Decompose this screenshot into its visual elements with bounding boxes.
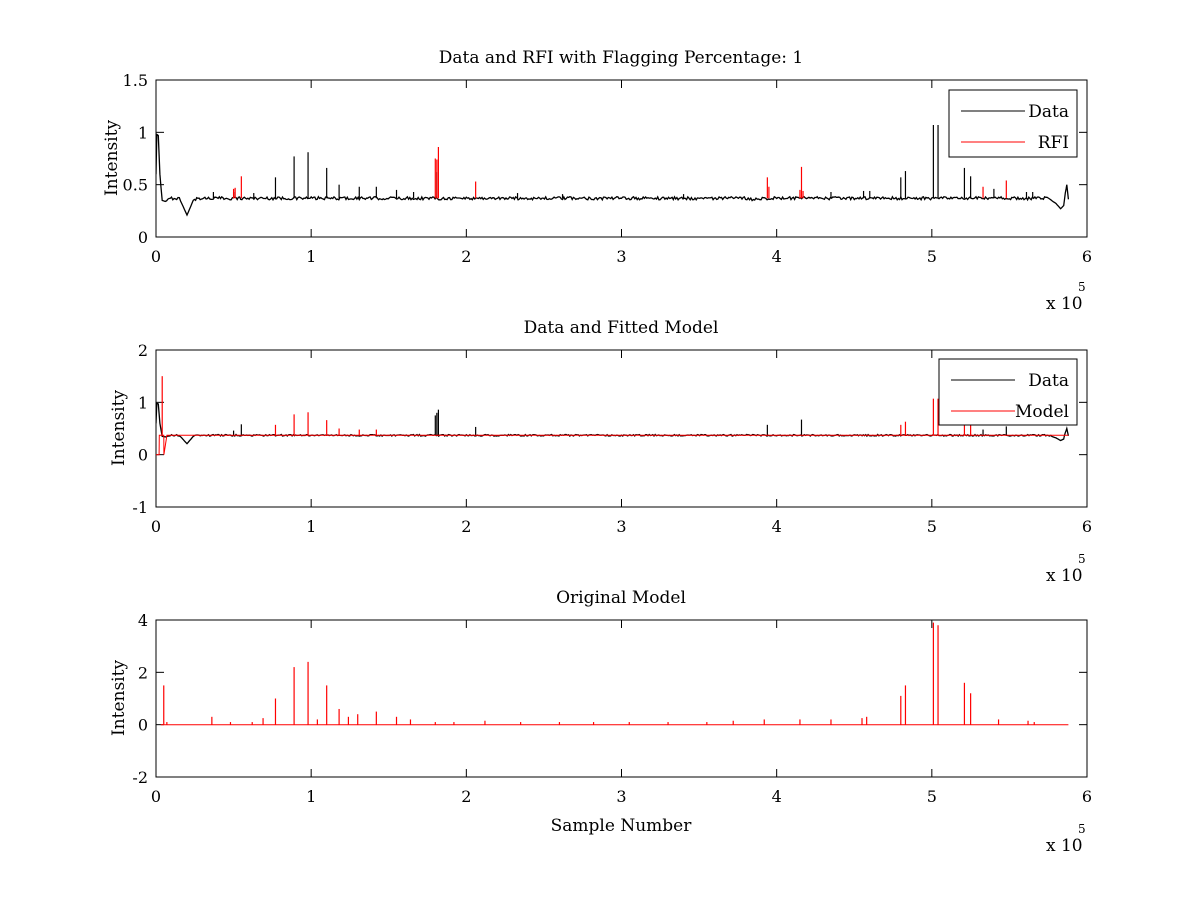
x-tick-label: 2 [461, 517, 471, 536]
subplot-2-ylabel: Intensity [109, 390, 129, 466]
x-tick-label: 1 [306, 787, 316, 806]
x-tick-label: 3 [616, 787, 626, 806]
subplot-3-title: Original Model [556, 588, 686, 608]
subplot-2-x-exponent-power: 5 [1078, 552, 1086, 566]
series-line-data [156, 133, 1070, 217]
x-tick-label: 4 [772, 247, 782, 266]
subplot-1: Data and RFI with Flagging Percentage: 1… [102, 48, 1092, 314]
x-tick-label: 0 [151, 247, 161, 266]
y-tick-label: 2 [138, 341, 148, 360]
x-tick-label: 4 [772, 517, 782, 536]
subplot-1-x-exponent-base: x 10 [1046, 294, 1083, 314]
x-tick-label: 5 [927, 247, 937, 266]
legend-label-rfi: RFI [1038, 133, 1069, 153]
y-tick-label: 1 [138, 393, 148, 412]
series-layer [160, 622, 1069, 726]
y-tick-label: 0 [138, 716, 148, 735]
subplot-3: Original Model Intensity Sample Number x… [109, 588, 1092, 856]
y-tick-label: 2 [138, 663, 148, 682]
x-tick-label: 4 [772, 787, 782, 806]
legend-label-data: Data [1028, 102, 1069, 122]
subplot-1-title: Data and RFI with Flagging Percentage: 1 [439, 48, 803, 68]
y-tick-label: 1 [138, 123, 148, 142]
x-tick-label: 5 [927, 787, 937, 806]
y-tick-label: 0 [138, 228, 148, 247]
legend: Data RFI [948, 89, 1078, 158]
series-layer [156, 125, 1070, 217]
x-tick-label: 1 [306, 517, 316, 536]
x-tick-label: 3 [616, 247, 626, 266]
x-tick-label: 0 [151, 787, 161, 806]
subplot-2-title: Data and Fitted Model [524, 318, 719, 338]
subplot-2-x-exponent: x 10 [1046, 566, 1083, 586]
subplot-3-ylabel: Intensity [109, 660, 129, 736]
x-tick-label: 5 [927, 517, 937, 536]
subplot-1-x-exponent: x 10 [1046, 294, 1083, 314]
x-tick-label: 2 [461, 247, 471, 266]
x-tick-label: 6 [1082, 247, 1092, 266]
subplot-3-x-exponent: x 10 [1046, 836, 1083, 856]
y-tick-label: 0 [138, 446, 148, 465]
series-layer [156, 376, 1070, 456]
subplot-1-x-exponent-power: 5 [1078, 280, 1086, 294]
y-tick-label: -1 [132, 498, 148, 517]
legend-box [948, 89, 1078, 158]
subplot-1-ylabel: Intensity [102, 120, 122, 196]
y-tick-label: -2 [132, 768, 148, 787]
series-line-model [156, 434, 1069, 456]
y-tick-label: 0.5 [123, 176, 148, 195]
subplot-3-x-exponent-power: 5 [1078, 822, 1086, 836]
y-tick-label: 1.5 [123, 71, 148, 90]
x-tick-label: 1 [306, 247, 316, 266]
subplot-2-x-exponent-base: x 10 [1046, 566, 1083, 586]
x-tick-label: 2 [461, 787, 471, 806]
x-tick-label: 0 [151, 517, 161, 536]
legend: Data Model [938, 358, 1078, 426]
x-tick-label: 6 [1082, 787, 1092, 806]
subplot-2: Data and Fitted Model Intensity x 10 5 0… [109, 318, 1092, 586]
x-tick-label: 3 [616, 517, 626, 536]
legend-label-data: Data [1028, 371, 1069, 391]
x-tick-label: 6 [1082, 517, 1092, 536]
subplot-3-x-exponent-base: x 10 [1046, 836, 1083, 856]
legend-box [938, 358, 1078, 426]
subplot-1-plot-area: 0 1 2 3 4 5 6 0 0.5 1 1.5 Data RFI [123, 71, 1093, 266]
legend-label-model: Model [1015, 402, 1069, 422]
y-tick-label: 4 [138, 611, 148, 630]
subplot-3-xlabel: Sample Number [551, 816, 693, 836]
